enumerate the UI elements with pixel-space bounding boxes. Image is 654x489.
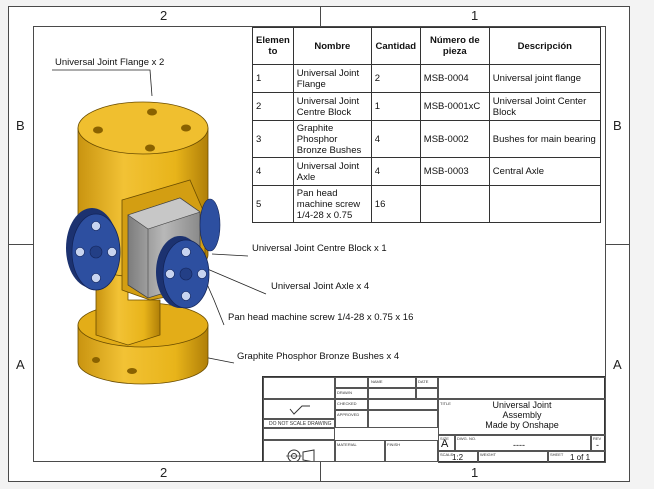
zone-label-bottom-2: 2 [160,465,168,480]
bom-cell-item: 2 [252,92,294,121]
callout-screw: Pan head machine screw 1/4-28 x 0.75 x 1… [228,312,414,323]
sheet-number: 1 of 1 [570,453,591,462]
bom-cell-item: 1 [252,64,294,93]
tb-date-header [416,377,438,388]
right-bush [156,236,210,309]
drawing-title-line-2: Assembly [502,410,542,420]
tb-label-sheet: SHEET [550,452,564,457]
table-row: 1 Universal Joint Flange 2 MSB-0004 Univ… [252,64,601,93]
tb-projection [263,440,335,462]
tb-size-cell [438,435,455,451]
bom-cell-name: Graphite Phosphor Bronze Bushes [292,120,372,158]
tb-label-drawn: DRAWN [337,390,352,395]
tb-approved-name [368,410,438,428]
bom-cell-desc: Bushes for main bearing [488,120,601,158]
tb-dwg-cell [455,435,591,451]
tb-label-date: DATE [418,379,429,384]
tb-notes [263,428,335,440]
callout-centre-block: Universal Joint Centre Block x 1 [252,243,387,254]
callout-bushes: Graphite Phosphor Bronze Bushes x 4 [237,351,400,362]
bom-cell-desc: Central Axle [488,157,601,186]
tb-drawn [335,388,368,399]
title-block: NAME DATE DRAWN CHECKED APPROVED MATERIA… [262,376,606,463]
tb-label-name: NAME [371,379,383,384]
table-row: 2 Universal Joint Centre Block 1 MSB-000… [252,92,601,121]
zone-label-top-2: 2 [160,8,168,23]
callout-flange: Universal Joint Flange x 2 [55,57,165,68]
tb-label-weight: WEIGHT [480,452,496,457]
table-row: 5 Pan head machine screw 1/4-28 x 0.75 1… [252,185,601,223]
tb-material [335,440,385,462]
left-bush [66,208,121,291]
tb-drawn-name [368,388,416,399]
tb-drawn-date [416,388,438,399]
tb-scale-cell [438,451,478,463]
bom-header-desc: Descripción [488,27,601,65]
bill-of-materials-table: Elemen to Nombre Cantidad Número de piez… [252,27,601,223]
tb-label-scale: SCALE [440,452,454,457]
tb-weight-cell [478,451,548,463]
zone-label-right-a: A [613,357,622,372]
callout-axle: Universal Joint Axle x 4 [271,281,370,292]
tb-label-checked: CHECKED [337,401,357,406]
bom-cell-name: Universal Joint Centre Block [292,92,372,121]
tb-company [438,377,606,399]
tb-label-finish: FINISH [387,442,401,447]
table-row: 3 Graphite Phosphor Bronze Bushes 4 MSB-… [252,120,601,158]
tb-checked-name [368,399,438,410]
tb-title-cell [438,399,606,435]
bom-header-row: Elemen to Nombre Cantidad Número de piez… [252,27,601,65]
bom-cell-desc [488,185,601,223]
tb-name-header [368,377,416,388]
drawing-title-line-1: Universal Joint [492,400,552,410]
tb-tolerance-notes [263,377,335,399]
zone-tick-left [8,244,33,245]
drawing-title: Universal Joint Assembly Made by Onshape [438,400,606,430]
scale-value: 1:2 [452,453,464,462]
tb-blank [335,377,368,388]
tb-finish [385,440,438,462]
drawing-number: ---- [513,440,525,450]
tb-checked [335,399,368,410]
tb-do-not-scale-text: DO NOT SCALE DRAWING [269,421,332,427]
tb-surface-finish [263,399,335,419]
drawing-title-line-3: Made by Onshape [485,420,559,430]
tb-rev-cell [591,435,606,451]
bom-cell-part: MSB-0004 [419,64,490,93]
zone-label-left-b: B [16,118,25,133]
revision: - [596,440,599,450]
bom-cell-qty: 1 [370,92,421,121]
zone-tick-right [606,244,630,245]
zone-label-bottom-1: 1 [471,465,479,480]
third-angle-projection-icon [286,449,315,461]
zone-label-left-a: A [16,357,25,372]
table-row: 4 Universal Joint Axle 4 MSB-0003 Centra… [252,157,601,186]
tb-label-dwg: DWG. NO. [457,436,477,441]
tb-label-rev: REV [593,436,602,441]
tb-label-size: SIZE [440,436,449,441]
tb-label-approved: APPROVED [337,412,360,417]
zone-label-top-1: 1 [471,8,479,23]
bom-cell-name: Pan head machine screw 1/4-28 x 0.75 [292,185,372,223]
bom-cell-part: MSB-0002 [419,120,490,158]
bom-cell-item: 5 [252,185,294,223]
tb-approved [335,410,368,428]
bom-cell-qty: 16 [370,185,421,223]
sheet-size: A [441,438,449,450]
tb-sheet-cell [548,451,606,463]
bom-cell-part: MSB-0003 [419,157,490,186]
tb-do-not-scale [263,419,335,428]
bom-header-name: Nombre [292,27,372,65]
bom-cell-qty: 2 [370,64,421,93]
bom-cell-part [419,185,490,223]
zone-label-right-b: B [613,118,622,133]
surface-finish-icon [289,405,310,415]
zone-tick-bottom [320,462,321,482]
tb-label-title: TITLE [440,401,451,406]
back-right-bush [199,198,221,252]
zone-tick-top [320,6,321,26]
tb-label-material: MATERIAL [337,442,357,447]
